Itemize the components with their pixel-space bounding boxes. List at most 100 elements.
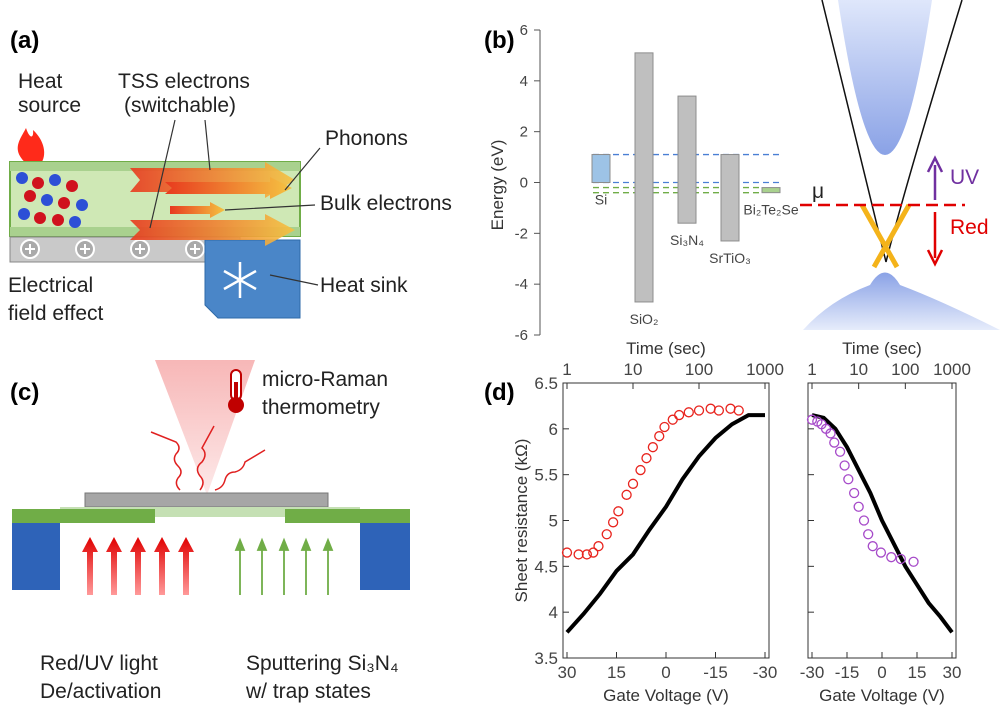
panel-label: (d) <box>484 379 515 406</box>
flame <box>17 128 45 165</box>
label: (switchable) <box>124 94 236 117</box>
data-line <box>565 413 765 634</box>
data-point <box>863 529 874 540</box>
x-axis-label: Gate Voltage (V) <box>603 686 729 705</box>
x2-tick-label: 1 <box>807 360 816 379</box>
x2-tick-label: 1 <box>562 360 571 379</box>
label: μ <box>812 180 824 203</box>
panel-c-diagram: micro-Raman thermometry Red/UV light De/… <box>12 360 410 703</box>
y-tick-label: 6 <box>520 22 528 39</box>
y-tick-label: 0 <box>520 175 528 192</box>
data-point <box>829 437 840 448</box>
x2-tick-label: 10 <box>624 360 643 379</box>
data-point <box>806 414 818 425</box>
x-tick-label: 15 <box>607 663 626 682</box>
snowflake <box>223 262 257 298</box>
band-bar <box>634 52 654 303</box>
data-point <box>825 428 836 439</box>
x2-axis-label: Time (sec) <box>626 339 706 358</box>
label: Electrical <box>8 274 93 297</box>
x-tick-label: -30 <box>753 663 778 682</box>
y-tick-label: 4 <box>549 603 558 622</box>
x-axis-label: Gate Voltage (V) <box>819 686 945 705</box>
label: Sputtering Si₃N₄ <box>246 652 399 675</box>
data-point <box>627 478 639 489</box>
data-point <box>683 407 694 418</box>
channel <box>60 507 360 517</box>
label: field effect <box>8 302 104 325</box>
band-bar <box>761 187 781 194</box>
data-point <box>621 489 632 500</box>
band-bar <box>591 154 611 184</box>
y-tick-label: 5 <box>549 512 558 531</box>
x2-tick-label: 100 <box>891 360 919 379</box>
support <box>360 523 410 590</box>
x-tick-label: 30 <box>943 663 962 682</box>
label: micro-Raman <box>262 368 388 391</box>
panel-label: (c) <box>10 379 39 406</box>
data-point <box>834 446 846 457</box>
sample <box>84 492 329 508</box>
conduction-band <box>838 0 932 155</box>
data-point <box>725 403 736 414</box>
label: Red/UV light <box>40 652 158 675</box>
scatter-waves <box>150 425 266 491</box>
category-label: SrTiO₃ <box>709 250 751 266</box>
data-line <box>811 413 954 634</box>
label: Bulk electrons <box>320 192 452 215</box>
data-point <box>875 547 887 558</box>
label: TSS electrons <box>118 70 250 93</box>
sputter-arrows <box>234 537 334 595</box>
support <box>12 523 60 590</box>
y-tick-label: 2 <box>520 124 528 141</box>
red-arrow <box>926 212 944 267</box>
data-point <box>713 405 725 416</box>
y-tick-label: -4 <box>515 276 528 293</box>
x2-tick-label: 100 <box>685 360 713 379</box>
data-point <box>588 547 599 558</box>
data-point <box>693 405 705 416</box>
data-point <box>867 541 878 552</box>
x-tick-label: 0 <box>877 663 886 682</box>
light-arrows <box>82 537 194 595</box>
label: w/ trap states <box>245 680 371 703</box>
data-point <box>654 431 665 442</box>
data-point <box>667 414 678 425</box>
category-label: Si <box>595 192 607 208</box>
data-point <box>733 405 744 416</box>
y-tick-label: 4.5 <box>534 557 558 576</box>
x-tick-label: 30 <box>558 663 577 682</box>
uv-arrow <box>926 155 944 200</box>
plot-frame <box>562 382 770 659</box>
heat-sink <box>204 239 301 319</box>
data-point <box>853 501 864 512</box>
data-point <box>705 403 716 414</box>
band-bar <box>677 95 697 224</box>
tss-arrow <box>130 214 295 246</box>
data-point <box>858 515 870 526</box>
dirac-cone <box>821 0 963 263</box>
data-point <box>659 421 670 433</box>
data-point <box>641 453 652 464</box>
data-point <box>843 474 854 485</box>
data-point <box>908 556 919 567</box>
bulk-arrow <box>170 202 225 218</box>
category-label: Bi₂Te₂Se <box>743 202 798 218</box>
data-point <box>607 517 619 528</box>
contact <box>12 509 155 523</box>
data-point <box>886 552 897 563</box>
data-point <box>561 547 573 558</box>
surface-state <box>859 203 912 269</box>
pointers <box>149 119 321 286</box>
x2-tick-label: 1000 <box>933 360 971 379</box>
panel-a-diagram: Heat source TSS electrons (switchable) P… <box>8 70 452 325</box>
thermometer <box>228 369 244 413</box>
label: Red <box>950 216 989 239</box>
data-point <box>613 506 624 517</box>
x-tick-label: -30 <box>800 663 825 682</box>
x2-axis-label: Time (sec) <box>842 339 922 358</box>
band-diagram: μ UV Red <box>800 0 1000 330</box>
phonon-arrow <box>165 177 292 199</box>
y-tick-label: -2 <box>515 225 528 242</box>
data-point <box>839 460 850 471</box>
